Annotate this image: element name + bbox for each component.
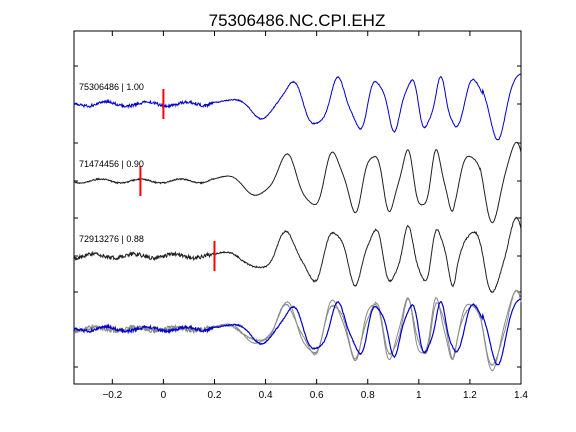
y-tick-marks bbox=[74, 65, 521, 368]
overlay-trace-blue bbox=[73, 298, 522, 366]
x-tick-label: −0.2 bbox=[102, 390, 122, 401]
x-tick-label: 0.4 bbox=[259, 390, 273, 401]
overlay-trace-gray bbox=[73, 289, 522, 367]
x-tick-label: 0.2 bbox=[208, 390, 222, 401]
trace-label: 72913276 | 0.88 bbox=[79, 234, 144, 244]
x-tick-label: 1 bbox=[416, 390, 422, 401]
chart-title: 75306486.NC.CPI.EHZ bbox=[209, 11, 386, 30]
overlay-trace-gray bbox=[73, 289, 522, 372]
plot-frame bbox=[73, 30, 522, 385]
waveform-trace-1 bbox=[73, 73, 522, 141]
trace-label: 75306486 | 1.00 bbox=[79, 82, 144, 92]
trace-labels: 75306486 | 1.00 71474456 | 0.90 72913276 |… bbox=[79, 82, 144, 244]
x-tick-label: 1.2 bbox=[463, 390, 477, 401]
trace-label: 71474456 | 0.90 bbox=[79, 159, 144, 169]
pick-markers bbox=[139, 89, 216, 271]
x-tick-label: 0.6 bbox=[310, 390, 324, 401]
waveform-traces bbox=[73, 73, 522, 372]
x-tick-label: 0 bbox=[161, 390, 167, 401]
waveform-trace-2 bbox=[73, 141, 522, 224]
x-tick-label: 1.4 bbox=[514, 390, 528, 401]
x-tick-label: 0.8 bbox=[361, 390, 375, 401]
x-axis: −0.2 0 0.2 0.4 0.6 0.8 1 1.2 1.4 bbox=[102, 31, 528, 401]
waveform-trace-3 bbox=[73, 216, 522, 294]
